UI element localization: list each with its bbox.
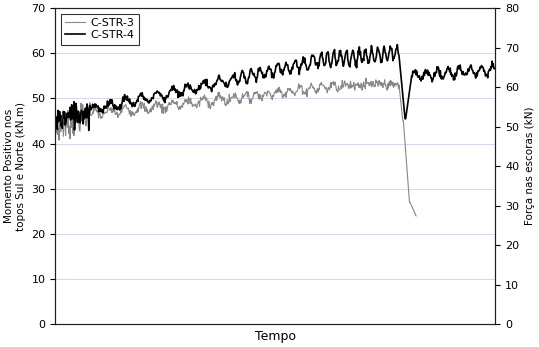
C-STR-4 bbox=[492, 66, 499, 70]
C-STR-4 bbox=[333, 64, 340, 68]
X-axis label: Tempo: Tempo bbox=[255, 330, 296, 343]
C-STR-3 bbox=[308, 82, 314, 86]
C-STR-3 bbox=[52, 117, 58, 121]
C-STR-4 bbox=[86, 128, 92, 133]
C-STR-4 bbox=[394, 43, 400, 47]
C-STR-3 bbox=[319, 83, 326, 87]
Y-axis label: Força nas escoras (kN): Força nas escoras (kN) bbox=[525, 107, 535, 226]
Line: C-STR-3: C-STR-3 bbox=[55, 78, 416, 216]
Legend: C-STR-3, C-STR-4: C-STR-3, C-STR-4 bbox=[61, 14, 139, 45]
C-STR-4 bbox=[432, 70, 439, 74]
C-STR-4 bbox=[386, 49, 393, 53]
C-STR-3 bbox=[386, 80, 392, 84]
C-STR-3 bbox=[333, 83, 339, 87]
C-STR-4 bbox=[52, 115, 58, 119]
C-STR-4 bbox=[79, 110, 85, 114]
Line: C-STR-4: C-STR-4 bbox=[55, 45, 495, 130]
C-STR-3 bbox=[79, 119, 85, 124]
Y-axis label: Momento Positivo nos
topos Sul e Norte (kN.m): Momento Positivo nos topos Sul e Norte (… bbox=[4, 102, 26, 231]
C-STR-4 bbox=[320, 57, 326, 61]
C-STR-4 bbox=[308, 54, 315, 59]
